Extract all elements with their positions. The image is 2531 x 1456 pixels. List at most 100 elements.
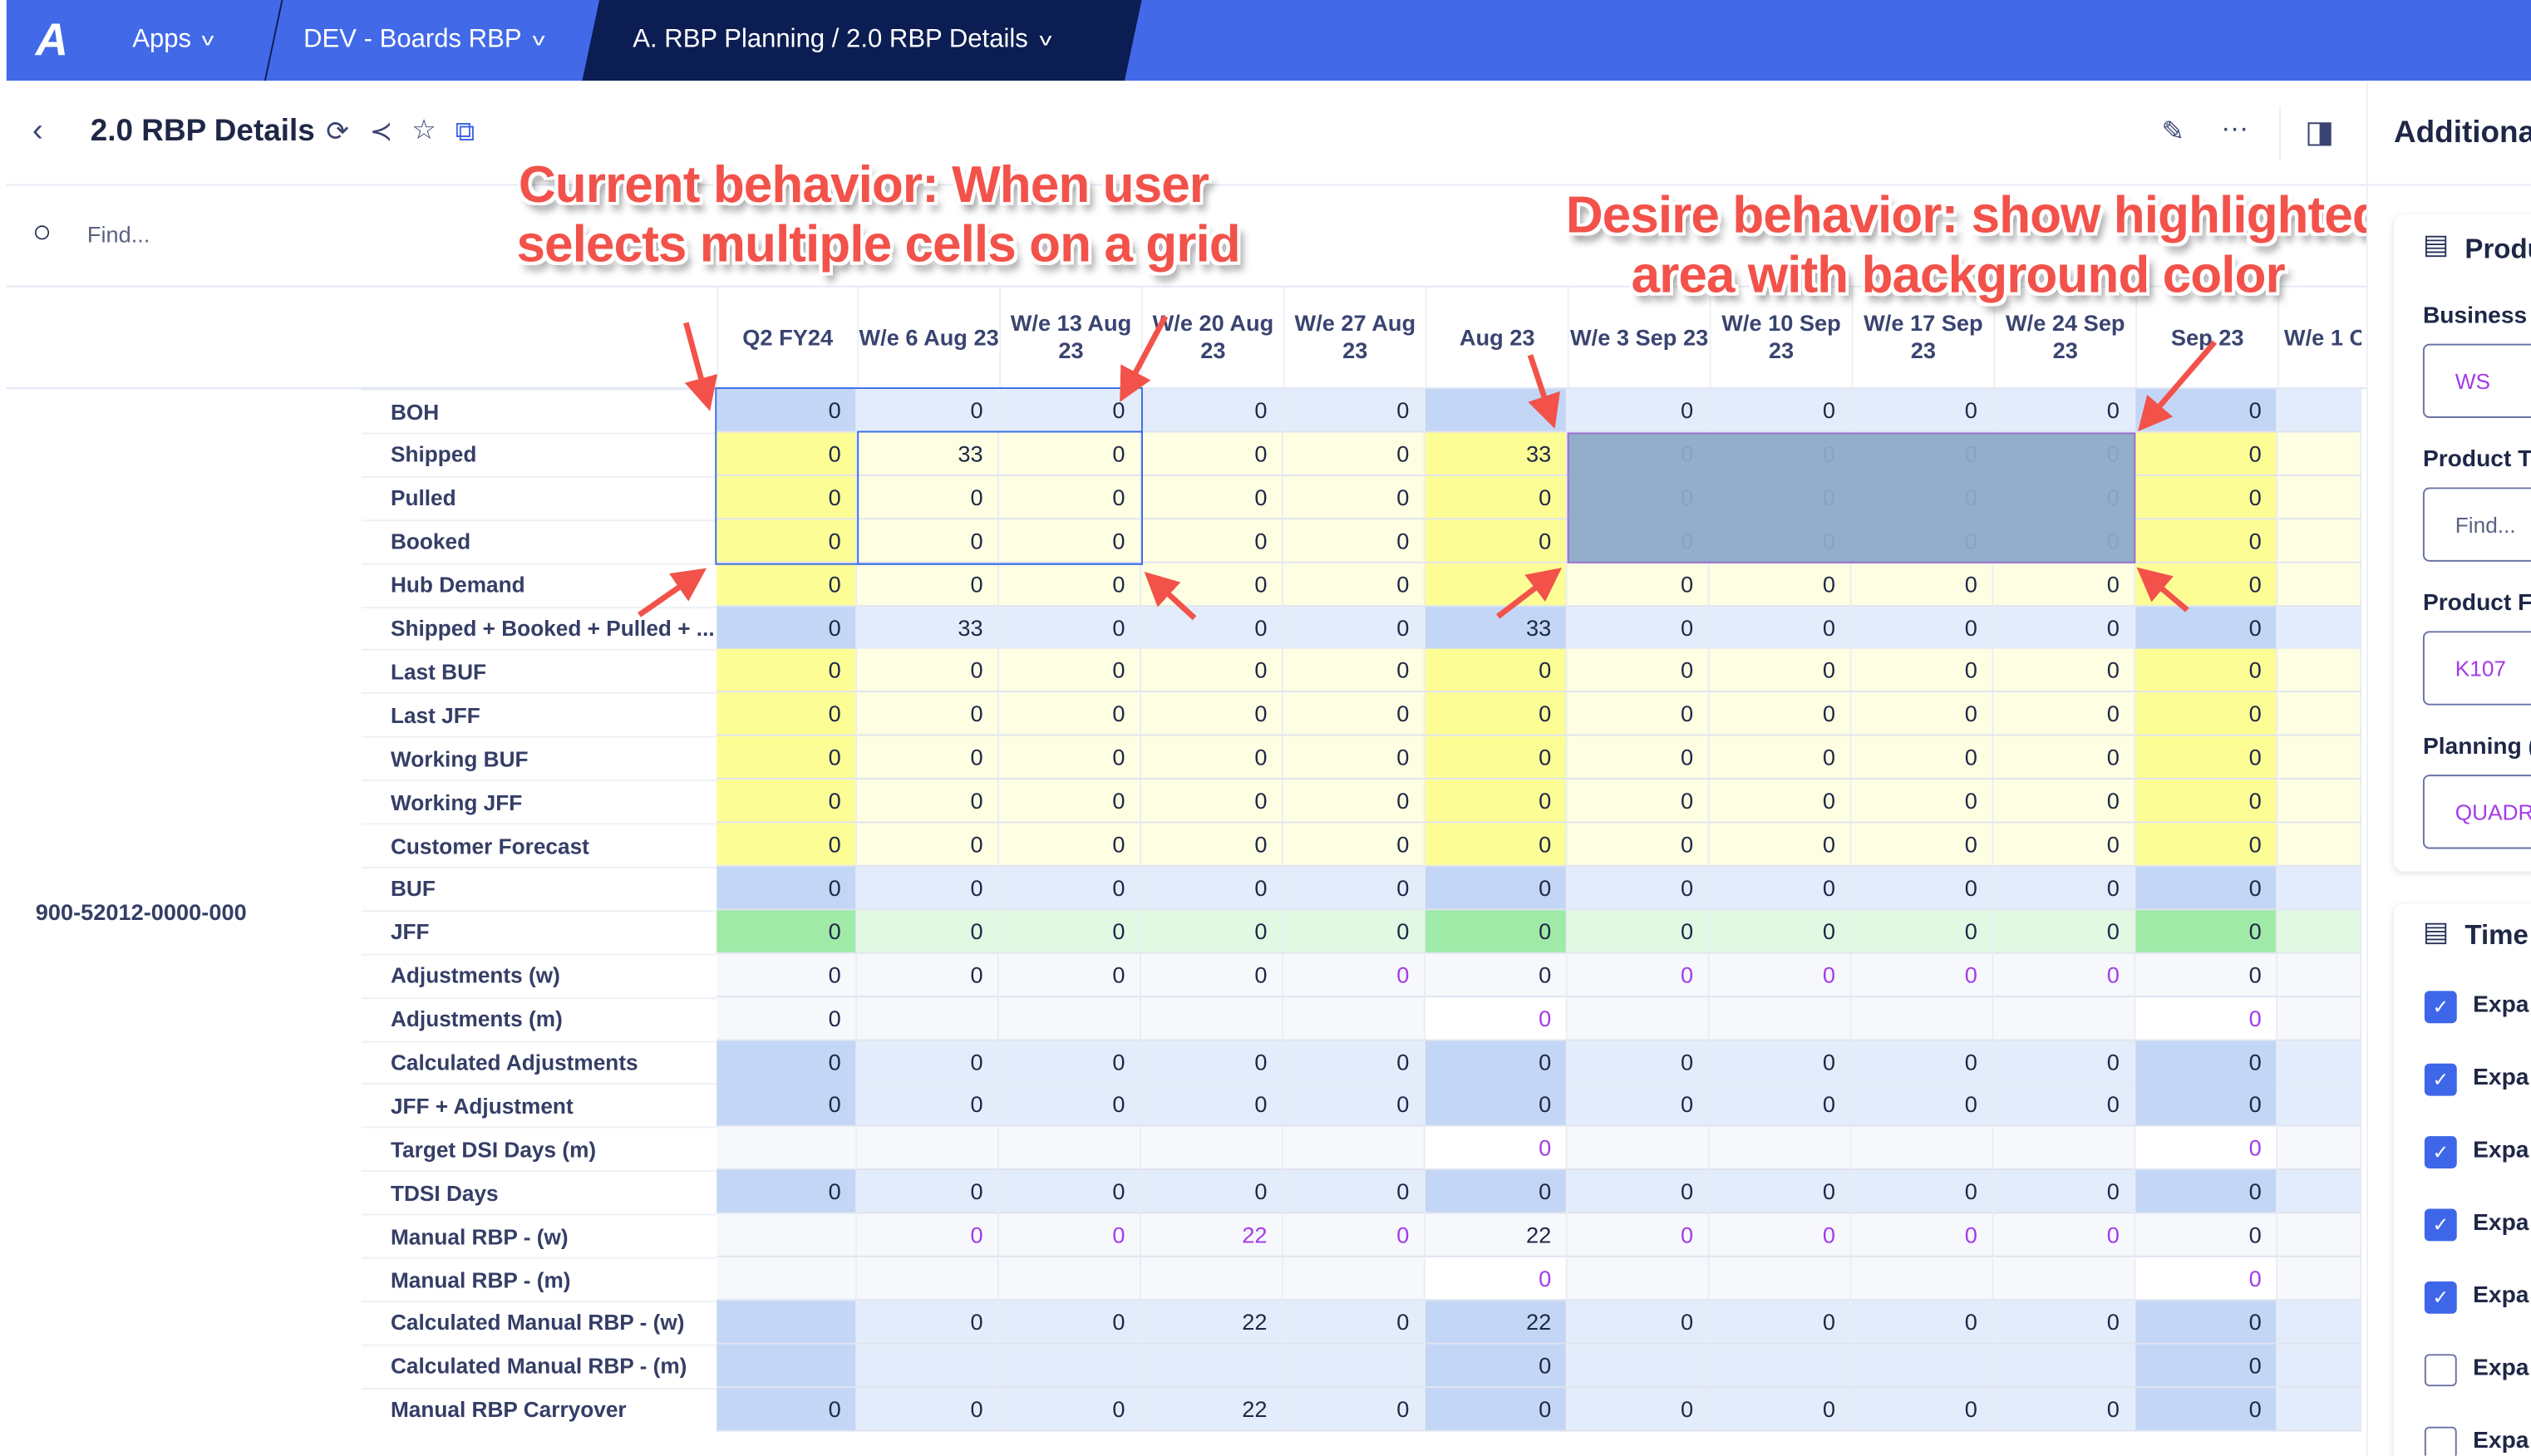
grid-cell[interactable]: 0 (1851, 780, 1994, 824)
grid-cell[interactable]: 0 (1425, 519, 1568, 563)
grid-cell[interactable]: 0 (1993, 1213, 2136, 1258)
grid-cell[interactable] (1993, 996, 2136, 1040)
grid-cell[interactable]: 0 (1709, 692, 1852, 737)
grid-cell[interactable]: 0 (2135, 1344, 2278, 1388)
grid-cell[interactable] (2277, 1040, 2362, 1085)
grid-cell[interactable]: 0 (2135, 606, 2278, 650)
grid-cell[interactable]: 0 (857, 909, 1000, 954)
grid-cell[interactable]: 0 (1425, 692, 1568, 737)
grid-cell[interactable]: 22 (1425, 1213, 1568, 1258)
grid-cell[interactable]: 0 (716, 953, 858, 997)
grid-cell[interactable] (2277, 389, 2362, 433)
grid-cell[interactable] (1851, 1127, 1994, 1171)
grid-cell[interactable] (2277, 1257, 2362, 1301)
grid-cell[interactable]: 0 (999, 432, 1141, 476)
grid-cell[interactable]: 0 (1993, 1083, 2136, 1128)
checkbox[interactable]: ✓ (2424, 1281, 2457, 1314)
grid-cell[interactable]: 0 (1425, 735, 1568, 780)
star-icon[interactable]: ☆ (411, 114, 436, 145)
grid-cell[interactable] (1709, 1257, 1852, 1301)
grid-cell[interactable]: 0 (999, 866, 1141, 911)
grid-cell[interactable] (2277, 866, 2362, 911)
grid-cell[interactable]: 0 (716, 606, 858, 650)
grid-cell[interactable]: 0 (2135, 1387, 2278, 1431)
grid-cell[interactable]: 0 (1283, 649, 1426, 693)
grid-cell[interactable]: 0 (716, 735, 858, 780)
grid-cell[interactable] (2277, 909, 2362, 954)
grid-cell[interactable]: 0 (1851, 606, 1994, 650)
panel-toggle-icon[interactable]: ◨ (2305, 116, 2335, 150)
grid-cell[interactable] (1851, 1344, 1994, 1388)
grid-cell[interactable]: 0 (1851, 1040, 1994, 1085)
grid-cell[interactable]: 0 (1851, 909, 1994, 954)
grid-cell[interactable]: 0 (999, 562, 1141, 607)
grid-cell[interactable]: 0 (1851, 735, 1994, 780)
grid-cell[interactable] (1993, 1257, 2136, 1301)
grid-cell[interactable]: 0 (1567, 1040, 1710, 1085)
grid-cell[interactable] (2277, 1213, 2362, 1258)
checkbox[interactable]: ✓ (2424, 1208, 2457, 1242)
grid-cell[interactable] (716, 1344, 858, 1388)
grid-cell[interactable]: 0 (1567, 1301, 1710, 1345)
grid-cell[interactable]: 0 (1283, 909, 1426, 954)
grid-cell[interactable] (999, 996, 1141, 1040)
grid-cell[interactable]: 0 (1140, 519, 1283, 563)
grid-cell[interactable]: 0 (1283, 1040, 1426, 1085)
grid-cell[interactable]: 22 (1140, 1301, 1283, 1345)
grid-cell[interactable]: 0 (1993, 389, 2136, 433)
grid-cell[interactable]: 0 (999, 1040, 1141, 1085)
grid-cell[interactable]: 0 (857, 1083, 1000, 1128)
grid-cell[interactable]: 0 (1567, 562, 1710, 607)
grid-cell[interactable]: 0 (716, 780, 858, 824)
grid-cell[interactable] (2277, 1127, 2362, 1171)
grid-cell[interactable]: 0 (1851, 866, 1994, 911)
grid-cell[interactable] (716, 1213, 858, 1258)
grid-cell[interactable] (1140, 1344, 1283, 1388)
grid-cell[interactable]: 0 (999, 1301, 1141, 1345)
grid-cell[interactable]: 0 (857, 866, 1000, 911)
grid-cell[interactable] (2277, 1387, 2362, 1431)
grid-cell[interactable]: 0 (999, 909, 1141, 954)
grid-cell[interactable]: 0 (2135, 1040, 2278, 1085)
checkbox[interactable]: ✓ (2424, 991, 2457, 1024)
grid-cell[interactable]: 0 (1140, 780, 1283, 824)
grid-cell[interactable]: 0 (1709, 1387, 1852, 1431)
grid-cell[interactable]: 0 (716, 996, 858, 1040)
grid-cell[interactable]: 0 (1709, 1083, 1852, 1128)
grid-cell[interactable]: 0 (2135, 909, 2278, 954)
grid-cell[interactable] (857, 1344, 1000, 1388)
grid-cell[interactable]: 0 (1140, 823, 1283, 867)
grid-cell[interactable]: 0 (1567, 1213, 1710, 1258)
grid-cell[interactable]: 0 (1709, 606, 1852, 650)
grid-cell[interactable]: 0 (1851, 562, 1994, 607)
grid-cell[interactable]: 33 (857, 432, 1000, 476)
grid-cell[interactable]: 0 (857, 780, 1000, 824)
grid-cell[interactable]: 0 (857, 953, 1000, 997)
grid-cell[interactable]: 0 (857, 519, 1000, 563)
workspace-menu[interactable]: DEV - Boards RBP v (303, 0, 545, 81)
grid-cell[interactable]: 0 (1709, 389, 1852, 433)
grid-cell[interactable]: 33 (1425, 432, 1568, 476)
grid-cell[interactable]: 0 (857, 1040, 1000, 1085)
grid-cell[interactable]: 0 (1425, 1170, 1568, 1214)
grid-cell[interactable]: 0 (1140, 953, 1283, 997)
grid-cell[interactable] (2277, 606, 2362, 650)
grid-cell[interactable] (2277, 519, 2362, 563)
grid-cell[interactable] (1993, 1127, 2136, 1171)
grid-cell[interactable] (1567, 996, 1710, 1040)
grid-cell[interactable]: 0 (1425, 996, 1568, 1040)
grid-cell[interactable]: 0 (716, 1083, 858, 1128)
grid-cell[interactable]: 0 (2135, 649, 2278, 693)
checkbox[interactable] (2424, 1354, 2457, 1387)
pencil-icon[interactable]: ✎ (2161, 116, 2185, 147)
grid-cell[interactable]: 0 (1567, 735, 1710, 780)
grid-cell[interactable]: 0 (1567, 389, 1710, 433)
grid-cell[interactable]: 0 (1993, 1387, 2136, 1431)
grid-cell[interactable]: 0 (1140, 1083, 1283, 1128)
grid-cell[interactable]: 0 (1283, 475, 1426, 519)
grid-cell[interactable]: 0 (2135, 823, 2278, 867)
grid-cell[interactable] (1851, 996, 1994, 1040)
grid-cell[interactable] (1851, 1257, 1994, 1301)
grid-cell[interactable]: 0 (1425, 1257, 1568, 1301)
grid-cell[interactable]: 0 (1709, 735, 1852, 780)
